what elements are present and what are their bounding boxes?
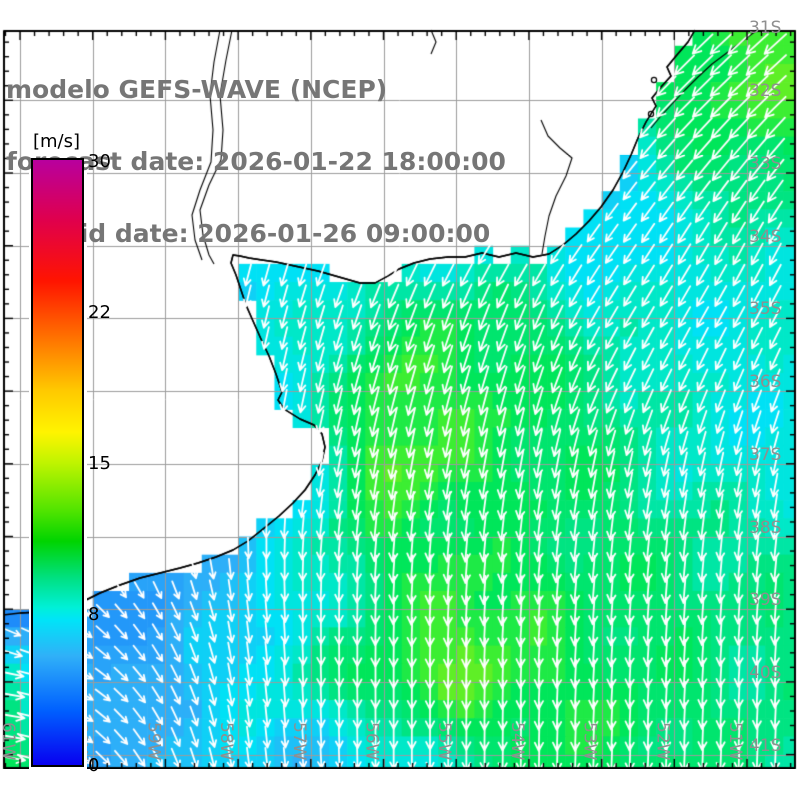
lon-label-56W: 56W (361, 722, 382, 761)
colorbar-tick-30: 30 (88, 151, 111, 172)
lat-label-34S: 34S (749, 226, 782, 247)
model-name-title: modelo GEFS-WAVE (NCEP) (6, 75, 388, 104)
lat-label-36S: 36S (749, 372, 782, 393)
colorbar-tick-22: 22 (88, 302, 111, 323)
colorbar-unit-label: [m/s] (33, 131, 81, 152)
lon-label-53W: 53W (579, 722, 600, 761)
colorbar-gradient (31, 158, 84, 767)
lon-label-55W: 55W (434, 722, 455, 761)
lon-label-58W: 58W (216, 722, 237, 761)
lat-label-33S: 33S (749, 154, 782, 174)
lat-label-41S: 41S (749, 735, 782, 756)
lon-label-51W: 51W (725, 722, 745, 761)
lat-label-35S: 35S (749, 299, 782, 320)
lon-label-61W: 61W (0, 722, 18, 761)
lat-label-38S: 38S (749, 517, 782, 538)
lon-label-59W: 59W (143, 722, 164, 761)
lat-label-31S: 31S (749, 18, 782, 38)
lon-label-57W: 57W (288, 722, 309, 761)
lat-label-37S: 37S (749, 444, 782, 465)
lat-label-39S: 39S (749, 590, 782, 611)
lat-label-40S: 40S (749, 662, 782, 683)
colorbar-tick-15: 15 (88, 453, 111, 474)
colorbar-tick-0: 0 (88, 755, 100, 776)
lon-label-52W: 52W (652, 722, 673, 761)
lon-label-54W: 54W (506, 722, 527, 761)
colorbar-tick-8: 8 (88, 604, 100, 625)
lat-label-32S: 32S (749, 81, 782, 102)
